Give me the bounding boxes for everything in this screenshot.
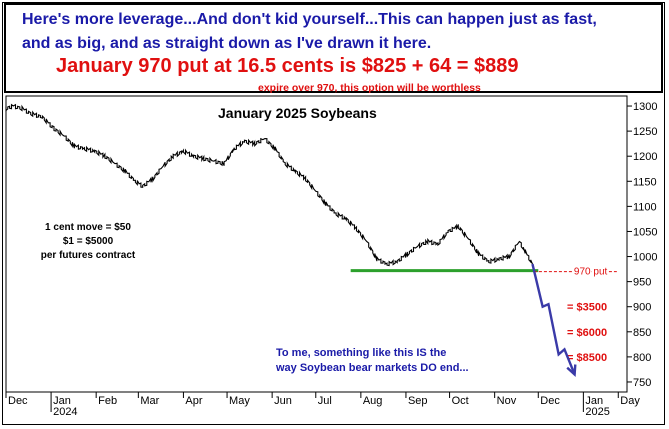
chart-title: January 2025 Soybeans bbox=[218, 105, 377, 121]
y-tick-label: 800 bbox=[633, 352, 651, 364]
dollar-level-label: = $8500 bbox=[567, 352, 607, 364]
x-month-label: Jun bbox=[274, 395, 292, 407]
chart-frame bbox=[2, 2, 665, 425]
dollar-level-label: = $3500 bbox=[567, 302, 607, 314]
x-year-label: 2024 bbox=[53, 406, 77, 418]
x-month-label: Jul bbox=[318, 395, 332, 407]
x-month-label: Mar bbox=[140, 395, 159, 407]
projection-line bbox=[531, 263, 576, 375]
bear-market-note: way Soybean bear markets DO end... bbox=[275, 362, 469, 374]
x-month-label: Apr bbox=[185, 395, 202, 407]
x-month-label: Sep bbox=[408, 395, 428, 407]
expiry-note: expire over 970, this option will be wor… bbox=[258, 82, 481, 94]
bear-market-note: To me, something like this IS the bbox=[276, 347, 446, 359]
y-tick-label: 1050 bbox=[633, 226, 657, 238]
y-tick-label: 750 bbox=[633, 377, 651, 389]
contract-size-note: per futures contract bbox=[41, 250, 136, 261]
headline-line-1: Here's more leverage...And don't kid you… bbox=[22, 11, 597, 28]
y-tick-label: 900 bbox=[633, 302, 651, 314]
x-month-label: May bbox=[229, 395, 250, 407]
x-month-label: Jan bbox=[585, 395, 603, 407]
x-month-label: Nov bbox=[497, 395, 517, 407]
x-month-label: Day bbox=[620, 395, 640, 407]
put-price-headline: January 970 put at 16.5 cents is $825 + … bbox=[56, 55, 519, 77]
x-month-label: Jan bbox=[53, 395, 71, 407]
y-tick-label: 1100 bbox=[633, 201, 657, 213]
y-tick-label: 1150 bbox=[633, 176, 657, 188]
y-tick-label: 1200 bbox=[633, 151, 657, 163]
contract-size-note: 1 cent move = $50 bbox=[45, 222, 131, 233]
put-level-label: 970 put bbox=[574, 267, 608, 278]
y-tick-label: 1000 bbox=[633, 252, 657, 264]
headline-banner: Here's more leverage...And don't kid you… bbox=[4, 3, 663, 94]
contract-size-note: $1 = $5000 bbox=[63, 236, 114, 247]
x-month-label: Feb bbox=[98, 395, 117, 407]
dollar-level-label: = $6000 bbox=[567, 327, 607, 339]
projection-arrowhead bbox=[566, 364, 577, 377]
x-year-label: 2025 bbox=[585, 406, 609, 418]
y-tick-label: 1250 bbox=[633, 126, 657, 138]
y-tick-label: 850 bbox=[633, 327, 651, 339]
x-month-label: Oct bbox=[452, 395, 469, 407]
x-month-label: Aug bbox=[363, 395, 383, 407]
price-series-line bbox=[5, 103, 534, 267]
y-tick-label: 950 bbox=[633, 277, 651, 289]
x-month-label: Dec bbox=[8, 395, 28, 407]
plot-area bbox=[5, 95, 628, 393]
headline-line-2: and as big, and as straight down as I've… bbox=[22, 35, 432, 52]
y-tick-label: 1300 bbox=[633, 101, 657, 113]
x-month-label: Dec bbox=[540, 395, 560, 407]
